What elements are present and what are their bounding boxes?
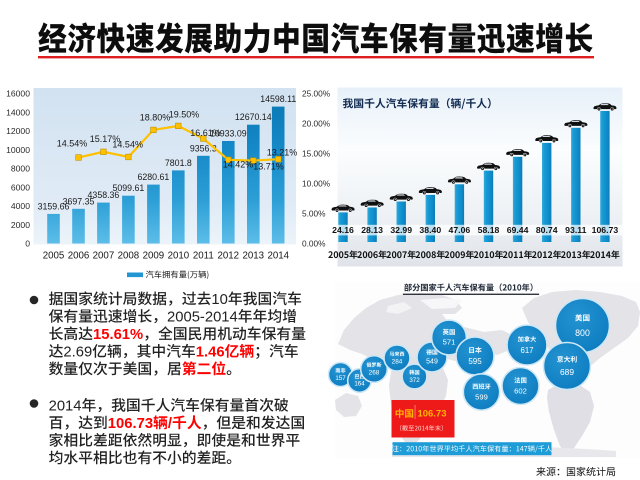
svg-text:599: 599: [475, 392, 488, 401]
svg-text:7801.8: 7801.8: [165, 158, 192, 168]
svg-text:14.42%: 14.42%: [223, 160, 254, 170]
svg-text:58.18: 58.18: [478, 225, 500, 235]
svg-text:106.73: 106.73: [592, 225, 619, 235]
svg-text:106.73: 106.73: [108, 416, 153, 432]
svg-text:800: 800: [575, 328, 590, 338]
svg-text:689: 689: [560, 367, 574, 377]
svg-text:14.54%: 14.54%: [57, 139, 88, 149]
svg-text:2013: 2013: [242, 250, 264, 261]
svg-text:14000: 14000: [6, 107, 30, 117]
svg-text:69.44: 69.44: [507, 225, 529, 235]
svg-text:571: 571: [443, 338, 456, 347]
svg-text:0: 0: [25, 239, 30, 249]
svg-text:2000: 2000: [11, 220, 30, 230]
svg-text:16.61%: 16.61%: [190, 128, 221, 138]
svg-text:19.50%: 19.50%: [169, 110, 200, 120]
svg-text:38.40: 38.40: [419, 225, 441, 235]
svg-text:2005: 2005: [43, 250, 65, 261]
svg-text:10933.09: 10933.09: [210, 129, 247, 139]
svg-text:595: 595: [468, 357, 482, 366]
svg-text:32.99: 32.99: [390, 225, 412, 235]
svg-text:13.21%: 13.21%: [267, 148, 298, 158]
svg-text:284: 284: [392, 359, 403, 366]
svg-text:47.06: 47.06: [449, 225, 471, 235]
svg-text:28.13: 28.13: [361, 225, 383, 235]
svg-text:5.00%: 5.00%: [302, 209, 326, 219]
svg-text:13.71%: 13.71%: [253, 162, 284, 172]
svg-text:3697.35: 3697.35: [63, 196, 95, 206]
svg-text:2005-2014: 2005-2014: [167, 310, 238, 326]
svg-text:5099.61: 5099.61: [113, 183, 145, 193]
svg-text:372: 372: [409, 377, 420, 384]
svg-text:80.74: 80.74: [536, 225, 558, 235]
svg-text:93.11: 93.11: [565, 225, 586, 235]
svg-text:9356.3: 9356.3: [190, 143, 217, 153]
svg-text:2008: 2008: [118, 250, 140, 261]
svg-text:2.69: 2.69: [63, 345, 92, 361]
svg-text:10000: 10000: [6, 145, 30, 155]
svg-text:617: 617: [520, 346, 533, 355]
svg-text:4000: 4000: [11, 201, 30, 211]
svg-text:2012: 2012: [218, 250, 240, 261]
svg-text:6280.61: 6280.61: [137, 172, 169, 182]
svg-text:2010: 2010: [168, 250, 190, 261]
svg-text:268: 268: [369, 370, 380, 377]
svg-text:12000: 12000: [6, 126, 30, 136]
svg-text:10: 10: [211, 292, 227, 308]
svg-text:8000: 8000: [11, 164, 30, 174]
svg-text:12670.14: 12670.14: [235, 112, 272, 122]
svg-text:10.00%: 10.00%: [302, 179, 331, 189]
svg-text:3159.66: 3159.66: [38, 201, 70, 211]
svg-text:106.73: 106.73: [417, 409, 446, 420]
svg-text:20.00%: 20.00%: [302, 119, 331, 129]
svg-text:157: 157: [335, 375, 346, 382]
svg-text:164: 164: [354, 381, 365, 388]
svg-text:14598.11: 14598.11: [260, 94, 296, 104]
svg-text:18.80%: 18.80%: [140, 113, 171, 123]
svg-text:15.61%: 15.61%: [93, 327, 143, 343]
svg-text:/: /: [168, 416, 172, 432]
svg-text:2014: 2014: [49, 399, 82, 415]
svg-text:0.00%: 0.00%: [302, 239, 326, 249]
svg-text:25.00%: 25.00%: [302, 89, 331, 99]
svg-text:4358.36: 4358.36: [88, 190, 120, 200]
svg-text:6000: 6000: [11, 182, 30, 192]
svg-text:549: 549: [426, 358, 438, 365]
svg-text:16000: 16000: [6, 89, 30, 99]
svg-text:15.00%: 15.00%: [302, 149, 331, 159]
svg-text:2014: 2014: [267, 250, 289, 261]
svg-text:602: 602: [514, 387, 527, 396]
svg-text:2006: 2006: [68, 250, 90, 261]
svg-text:15.17%: 15.17%: [90, 134, 121, 144]
svg-text:2009: 2009: [143, 250, 165, 261]
svg-text:2011: 2011: [193, 250, 214, 261]
svg-text:14.54%: 14.54%: [112, 140, 143, 150]
svg-text:24.16: 24.16: [332, 225, 354, 235]
svg-text:1.46: 1.46: [196, 345, 225, 361]
svg-text:2007: 2007: [93, 250, 115, 261]
